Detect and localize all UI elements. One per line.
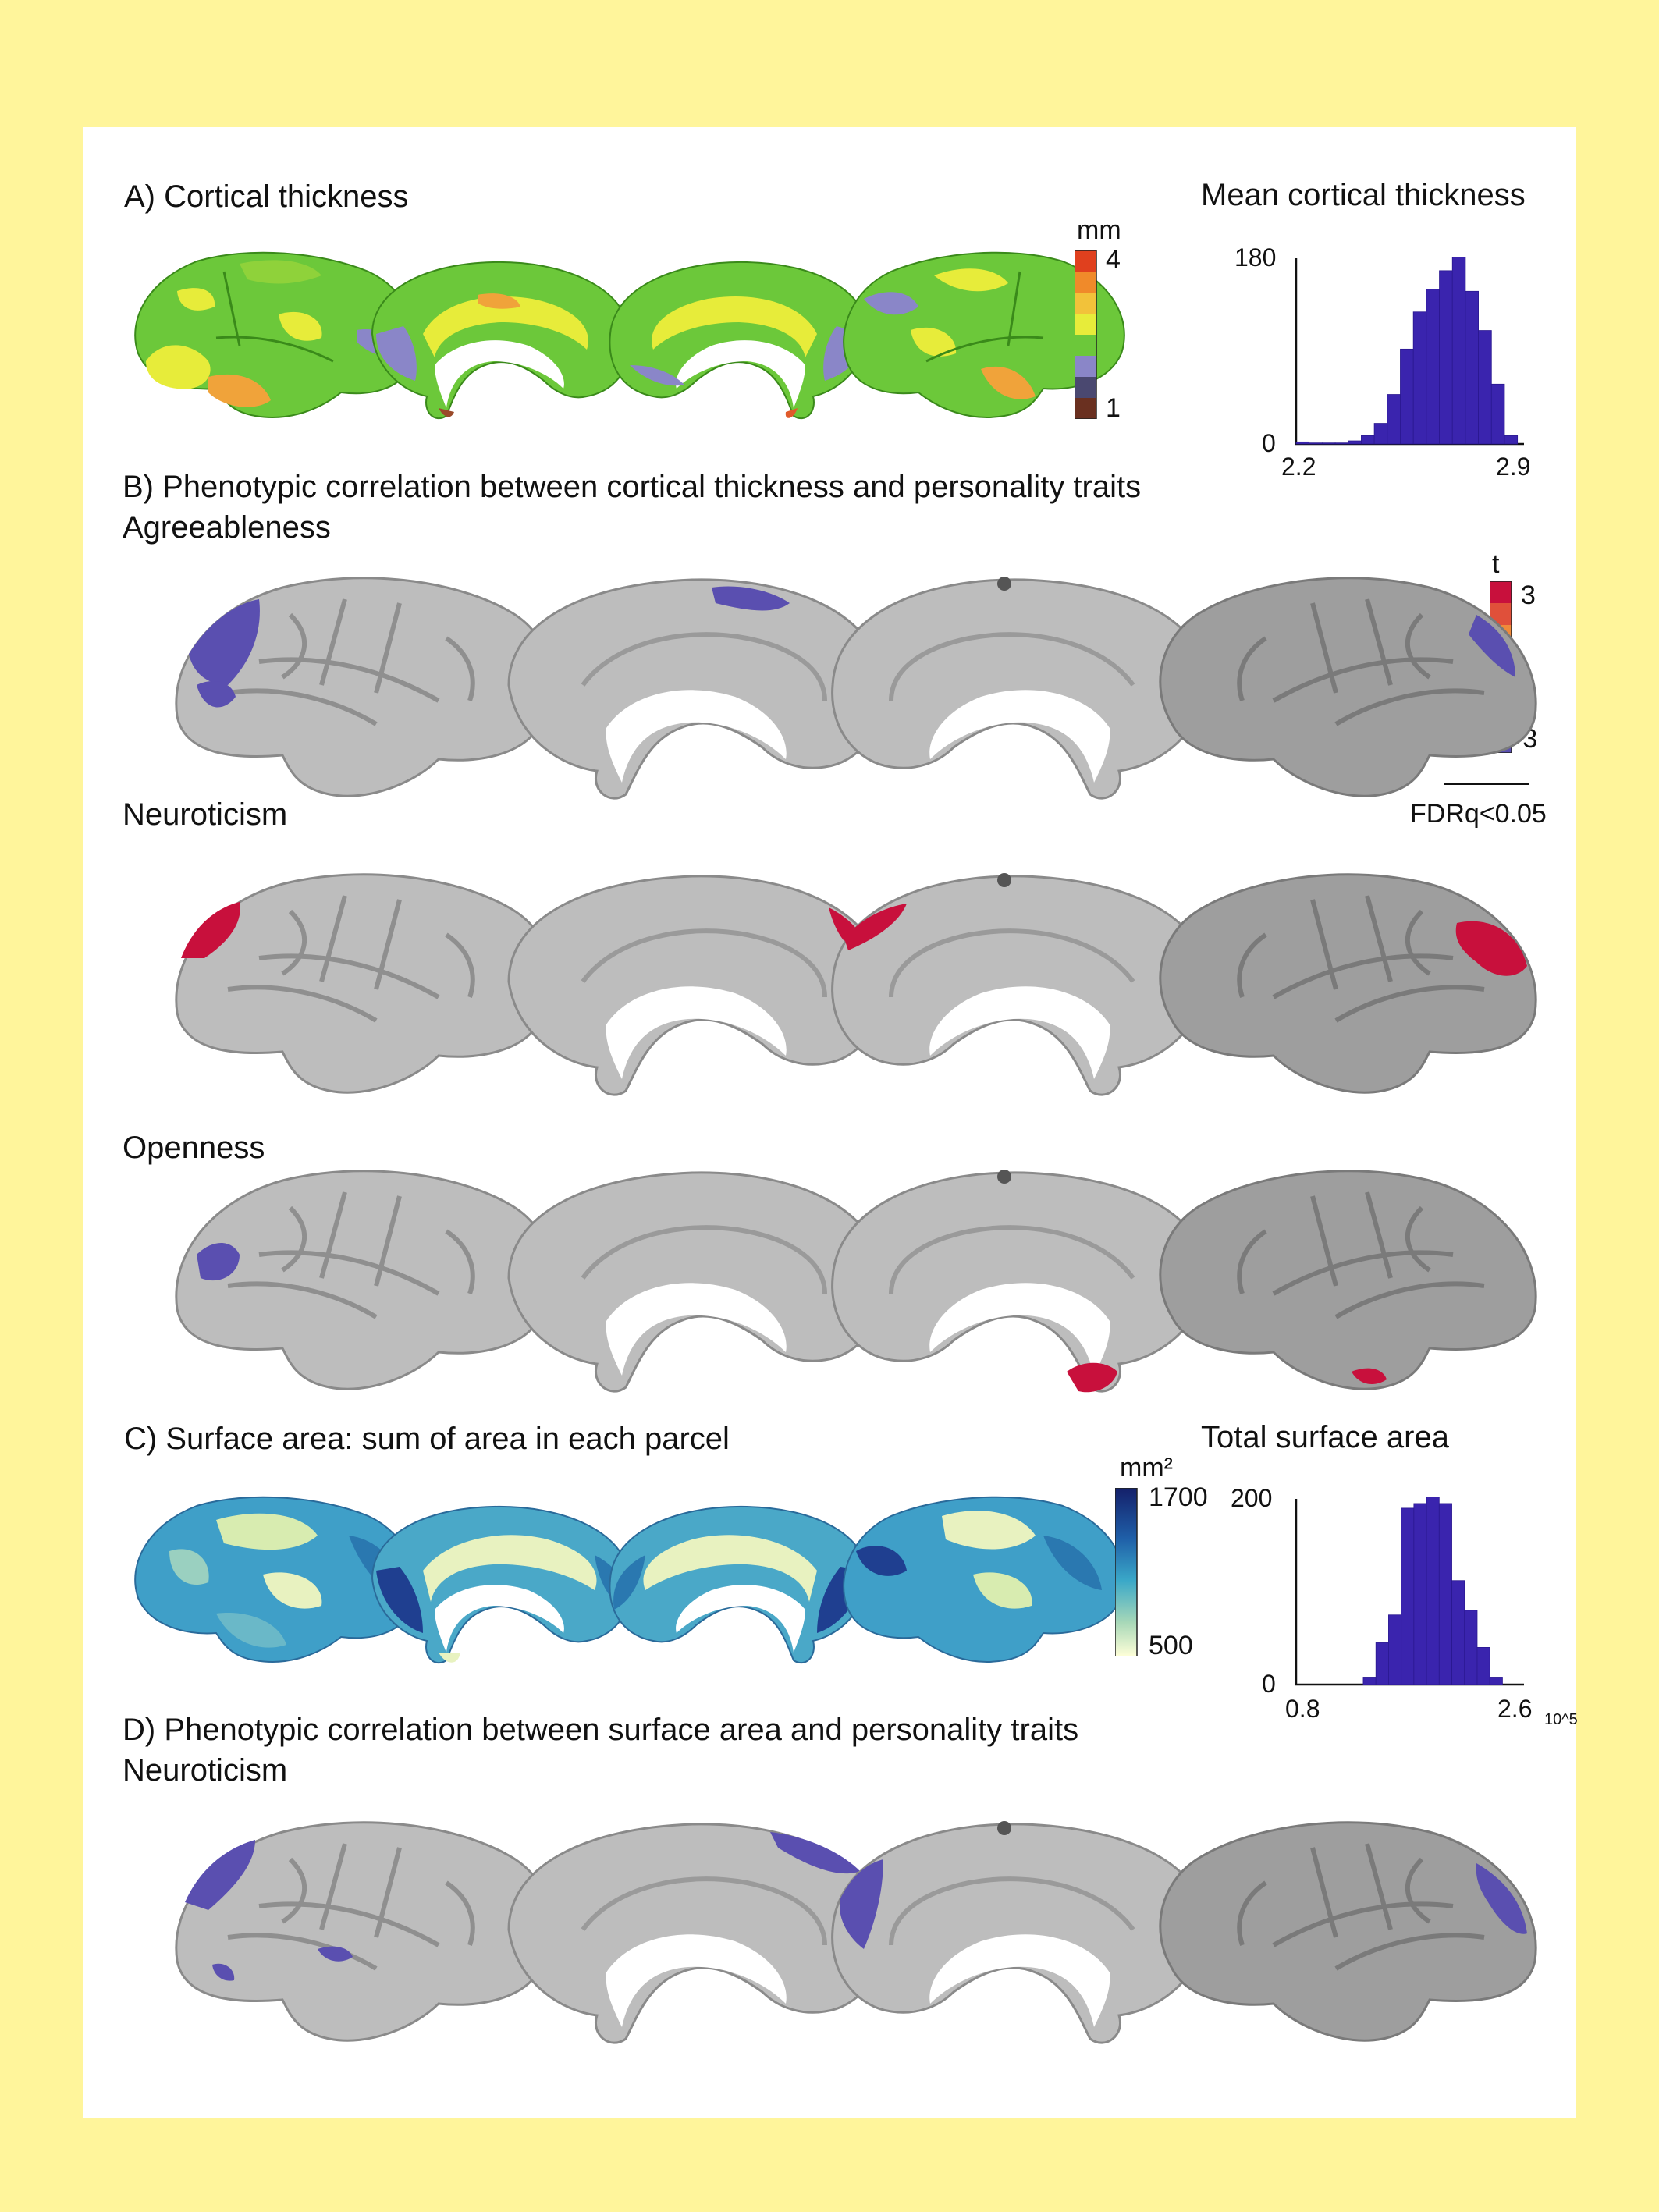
area-hist-bar <box>1489 1677 1503 1685</box>
area-neuroticism-brain-lateral-right <box>1159 1821 1537 2042</box>
thickness-hist-bar <box>1451 257 1466 445</box>
area-hist-bar <box>1426 1497 1440 1685</box>
thickness-hist-bar <box>1439 270 1453 445</box>
panel-d-title: D) Phenotypic correlation between surfac… <box>123 1713 1079 1747</box>
area-brain-medial-right <box>609 1505 869 1664</box>
area-brain-lateral-right <box>843 1496 1125 1663</box>
trait-label-openness: Openness <box>123 1131 265 1165</box>
thickness-hist-bar <box>1490 383 1505 445</box>
openness-brain-medial-right <box>831 1170 1209 1393</box>
thickness-hist-bar <box>1334 442 1349 445</box>
thickness-colorbar-unit: mm <box>1077 215 1121 245</box>
thickness-hist-bar <box>1295 441 1310 445</box>
thickness-colorbar-max: 4 <box>1106 245 1121 275</box>
area-hist-bar <box>1401 1507 1415 1685</box>
thickness-hist-bar <box>1504 435 1519 445</box>
area-hist-xscale: 10^5 <box>1544 1711 1578 1728</box>
agreeableness-brain-lateral-left <box>175 577 553 797</box>
agreeableness-brain-medial-left <box>507 578 885 800</box>
thickness-brain-medial-left <box>371 261 631 420</box>
openness-brain-medial-left <box>507 1171 885 1393</box>
thickness-hist-ymax: 180 <box>1234 243 1277 272</box>
neuroticism-brain-lateral-left <box>175 873 553 1094</box>
openness-brain-lateral-left <box>175 1170 553 1390</box>
agreeableness-brain-medial-right <box>831 577 1209 800</box>
area-hist-ymin: 0 <box>1262 1670 1276 1698</box>
thickness-hist-xmin: 2.2 <box>1281 453 1316 481</box>
thickness-hist-bar <box>1465 290 1480 445</box>
threshold-line <box>1444 783 1529 785</box>
panel-a-title: A) Cortical thickness <box>124 179 409 214</box>
figure-panel: A) Cortical thickness mm <box>83 127 1578 2118</box>
area-colorbar-max: 1700 <box>1149 1482 1208 1512</box>
area-neuroticism-brain-medial-right <box>831 1821 1209 2044</box>
area-hist-bar <box>1362 1677 1377 1685</box>
area-colorbar-min: 500 <box>1149 1631 1193 1660</box>
thickness-colorbar-min: 1 <box>1106 393 1121 423</box>
thickness-hist-xmax: 2.9 <box>1496 453 1531 481</box>
area-brain-lateral-left <box>134 1496 417 1663</box>
area-hist-title: Total surface area <box>1201 1420 1449 1454</box>
thickness-histogram <box>1295 257 1524 446</box>
panel-c-title: C) Surface area: sum of area in each par… <box>124 1422 730 1456</box>
area-hist-bar <box>1464 1610 1478 1685</box>
area-hist-bar <box>1375 1642 1389 1685</box>
thickness-hist-bar <box>1321 442 1336 445</box>
panel-b-title: B) Phenotypic correlation between cortic… <box>123 470 1142 504</box>
area-hist-ymax: 200 <box>1231 1484 1273 1512</box>
neuroticism-brain-medial-left <box>507 875 885 1096</box>
panel-d-trait-label: Neuroticism <box>123 1753 288 1788</box>
area-histogram <box>1295 1497 1524 1686</box>
area-neuroticism-brain-medial-left <box>507 1823 885 2044</box>
thickness-hist-bar <box>1412 311 1427 445</box>
openness-brain-lateral-right <box>1159 1170 1537 1390</box>
agreeableness-brain-lateral-right <box>1159 577 1537 797</box>
t-colorbar-unit: t <box>1492 549 1500 579</box>
area-hist-bar <box>1413 1503 1427 1685</box>
area-brain-medial-left <box>371 1505 631 1664</box>
area-hist-bar <box>1476 1646 1490 1685</box>
thickness-hist-bar <box>1400 348 1414 445</box>
thickness-hist-bar <box>1309 442 1323 445</box>
thickness-hist-title: Mean cortical thickness <box>1201 178 1526 212</box>
area-hist-xmax: 2.6 <box>1497 1695 1533 1723</box>
neuroticism-brain-lateral-right <box>1159 873 1537 1094</box>
thickness-hist-bar <box>1348 440 1362 445</box>
thickness-hist-bar <box>1361 435 1375 445</box>
area-hist-bar <box>1438 1503 1452 1685</box>
thickness-brain-medial-right <box>609 261 869 420</box>
area-colorbar-unit: mm² <box>1120 1453 1173 1482</box>
thickness-hist-bar <box>1426 289 1440 445</box>
area-hist-xmin: 0.8 <box>1285 1695 1320 1723</box>
area-hist-bar <box>1451 1580 1465 1685</box>
thickness-brain-lateral-right <box>843 251 1125 418</box>
t-colorbar-max: 3 <box>1521 581 1536 610</box>
neuroticism-brain-medial-right <box>831 873 1209 1096</box>
area-hist-bar <box>1388 1614 1402 1685</box>
trait-label-agreeableness: Agreeableness <box>123 510 331 545</box>
thickness-hist-bar <box>1373 423 1388 445</box>
thickness-hist-bar <box>1478 330 1492 445</box>
area-colorbar <box>1115 1488 1138 1656</box>
thickness-colorbar <box>1075 250 1097 419</box>
thickness-brain-lateral-left <box>134 251 417 418</box>
thickness-hist-ymin: 0 <box>1262 429 1276 457</box>
trait-label-neuroticism: Neuroticism <box>123 797 288 832</box>
thickness-hist-bar <box>1387 394 1401 445</box>
threshold-label: FDRq<0.05 <box>1410 799 1547 829</box>
area-neuroticism-brain-lateral-left <box>175 1821 553 2042</box>
